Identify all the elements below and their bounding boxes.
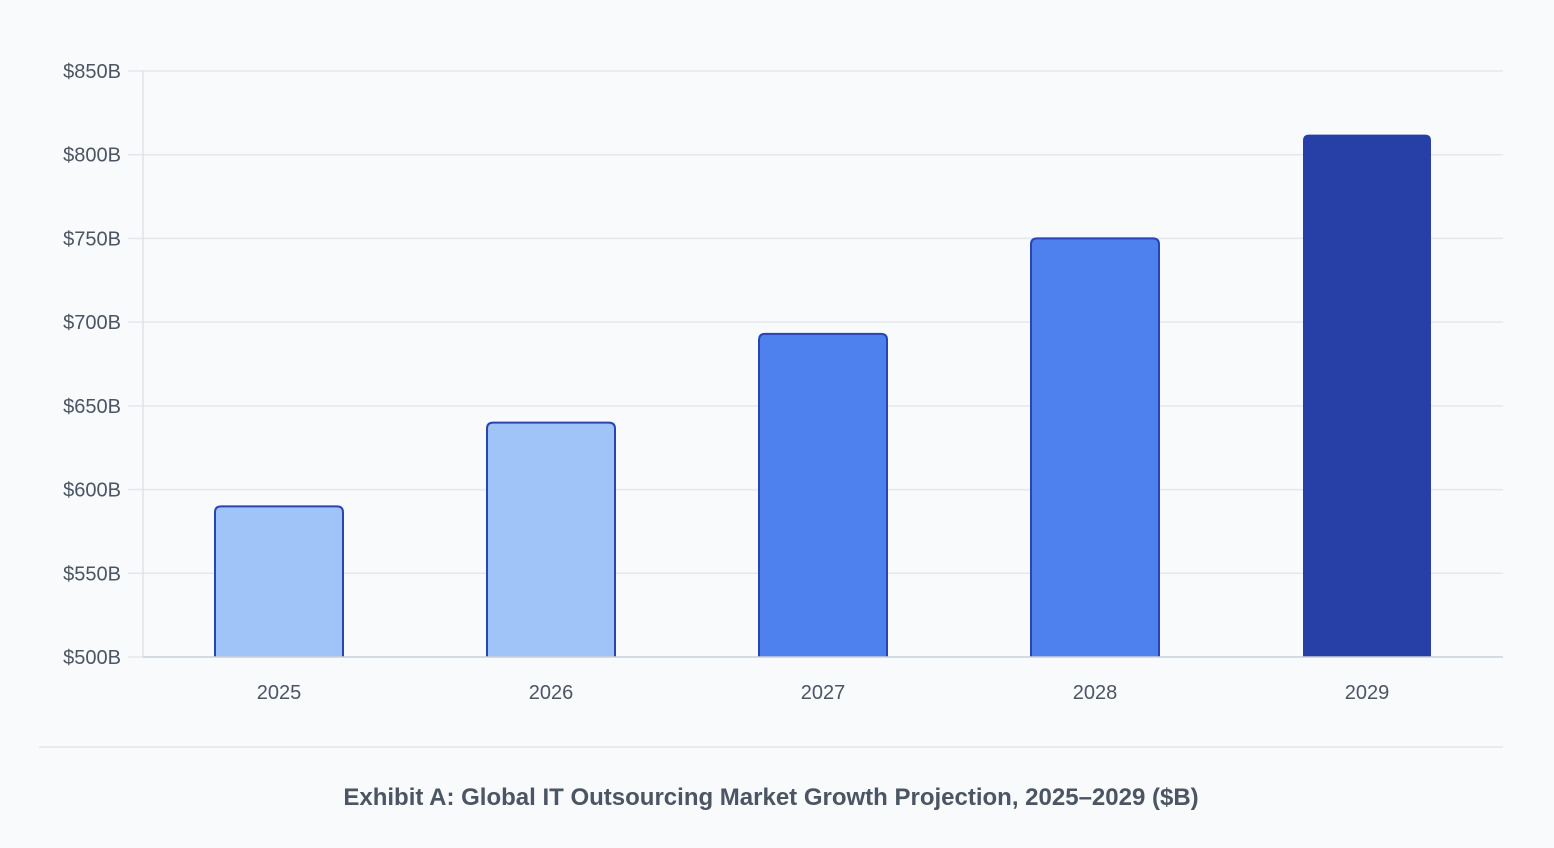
bar-2028: [1030, 237, 1160, 657]
x-tick-label: 2029: [1345, 682, 1390, 704]
x-tick-label: 2025: [257, 682, 302, 704]
y-tick-label: $850B: [63, 61, 121, 83]
y-tick-label: $750B: [63, 228, 121, 250]
y-tick-label: $700B: [63, 312, 121, 334]
x-axis-ticks: 2025 2026 2027 2028 2029: [257, 682, 1390, 704]
y-tick-label: $800B: [63, 145, 121, 167]
bars: [214, 134, 1431, 657]
bar-2025: [214, 505, 344, 657]
bar-2029: [1303, 134, 1431, 657]
y-tick-label: $550B: [63, 563, 121, 585]
y-axis-ticks: $500B $550B $600B $650B $700B $750B $800B $850B: [63, 61, 143, 669]
bar-2027: [758, 332, 888, 657]
chart-caption: Exhibit A: Global IT Outsourcing Market …: [343, 784, 1198, 811]
y-tick-label: $500B: [63, 647, 121, 669]
y-tick-label: $650B: [63, 396, 121, 418]
x-tick-label: 2026: [529, 682, 574, 704]
bar-2026: [486, 421, 616, 657]
y-tick-label: $600B: [63, 480, 121, 502]
x-tick-label: 2028: [1073, 682, 1118, 704]
x-tick-label: 2027: [801, 682, 846, 704]
